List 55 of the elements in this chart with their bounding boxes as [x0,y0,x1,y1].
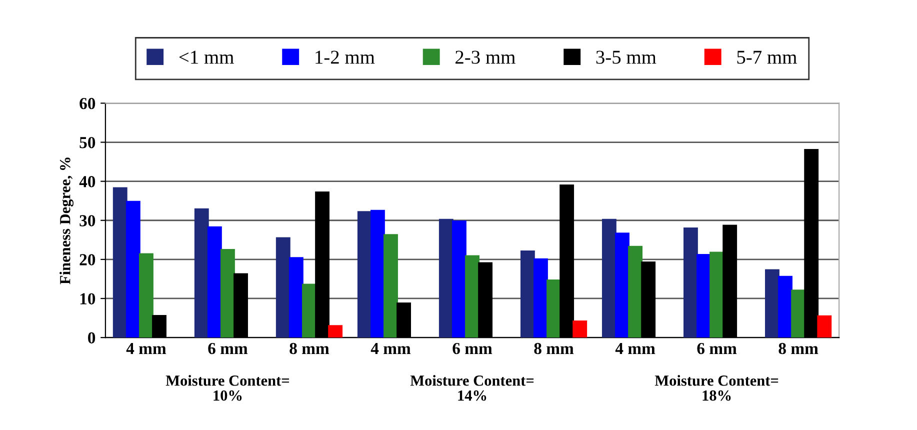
x-tick-label: 6 mm [208,342,248,354]
bar [138,253,154,338]
y-tick-label: 60 [80,98,96,110]
bar [288,257,304,338]
bar [817,315,832,338]
bar [602,218,616,338]
bar [778,276,792,338]
legend-label: 2-3 mm [456,50,516,64]
y-tick-label: 30 [80,215,96,226]
x-tick-label: 4 mm [615,343,656,354]
x-tick-label: 8 mm [534,342,574,354]
bar [710,252,724,338]
bar [520,250,535,338]
x-tick-label: 4 mm [126,343,166,354]
text: Moisture Content= 14% [410,375,534,401]
bar [126,200,140,338]
bar [683,227,698,338]
bar [572,320,588,338]
y-tick-label: 10 [80,293,96,304]
bar [615,232,630,338]
bar [465,255,480,338]
legend-label: <1 mm [179,50,234,64]
legend-label: 5-7 mm [737,50,797,64]
y-tick-label: 20 [80,254,96,266]
bar [438,218,454,338]
bar [207,226,222,338]
x-tick-label: 6 mm [452,342,492,354]
bar [328,325,343,338]
x-tick-label: 6 mm [697,342,737,354]
bar [220,248,235,338]
bar [384,234,398,338]
bar [370,210,385,338]
legend-label: 1-2 mm [316,50,375,64]
bar [276,237,290,338]
text: Moisture Content= 10% [166,375,290,401]
x-tick-label: 4 mm [370,343,411,354]
y-axis-title: Fineness Degree, % [60,158,74,284]
bar [112,187,128,338]
y-tick-label: 50 [80,136,96,148]
legend-label: 3-5 mm [596,50,656,64]
bar [696,254,711,338]
bar [452,220,466,338]
bar [194,208,209,338]
text: Moisture Content= 18% [654,375,778,401]
y-tick-label: 0 [88,332,96,344]
bar [534,258,548,338]
x-tick-label: 8 mm [778,342,818,354]
y-tick-label: 40 [79,176,96,188]
bar [357,211,372,338]
bar [791,290,806,338]
bar [628,246,642,338]
x-tick-label: 8 mm [290,342,330,354]
bar [765,269,780,338]
bar [302,284,316,338]
bar [546,279,561,338]
